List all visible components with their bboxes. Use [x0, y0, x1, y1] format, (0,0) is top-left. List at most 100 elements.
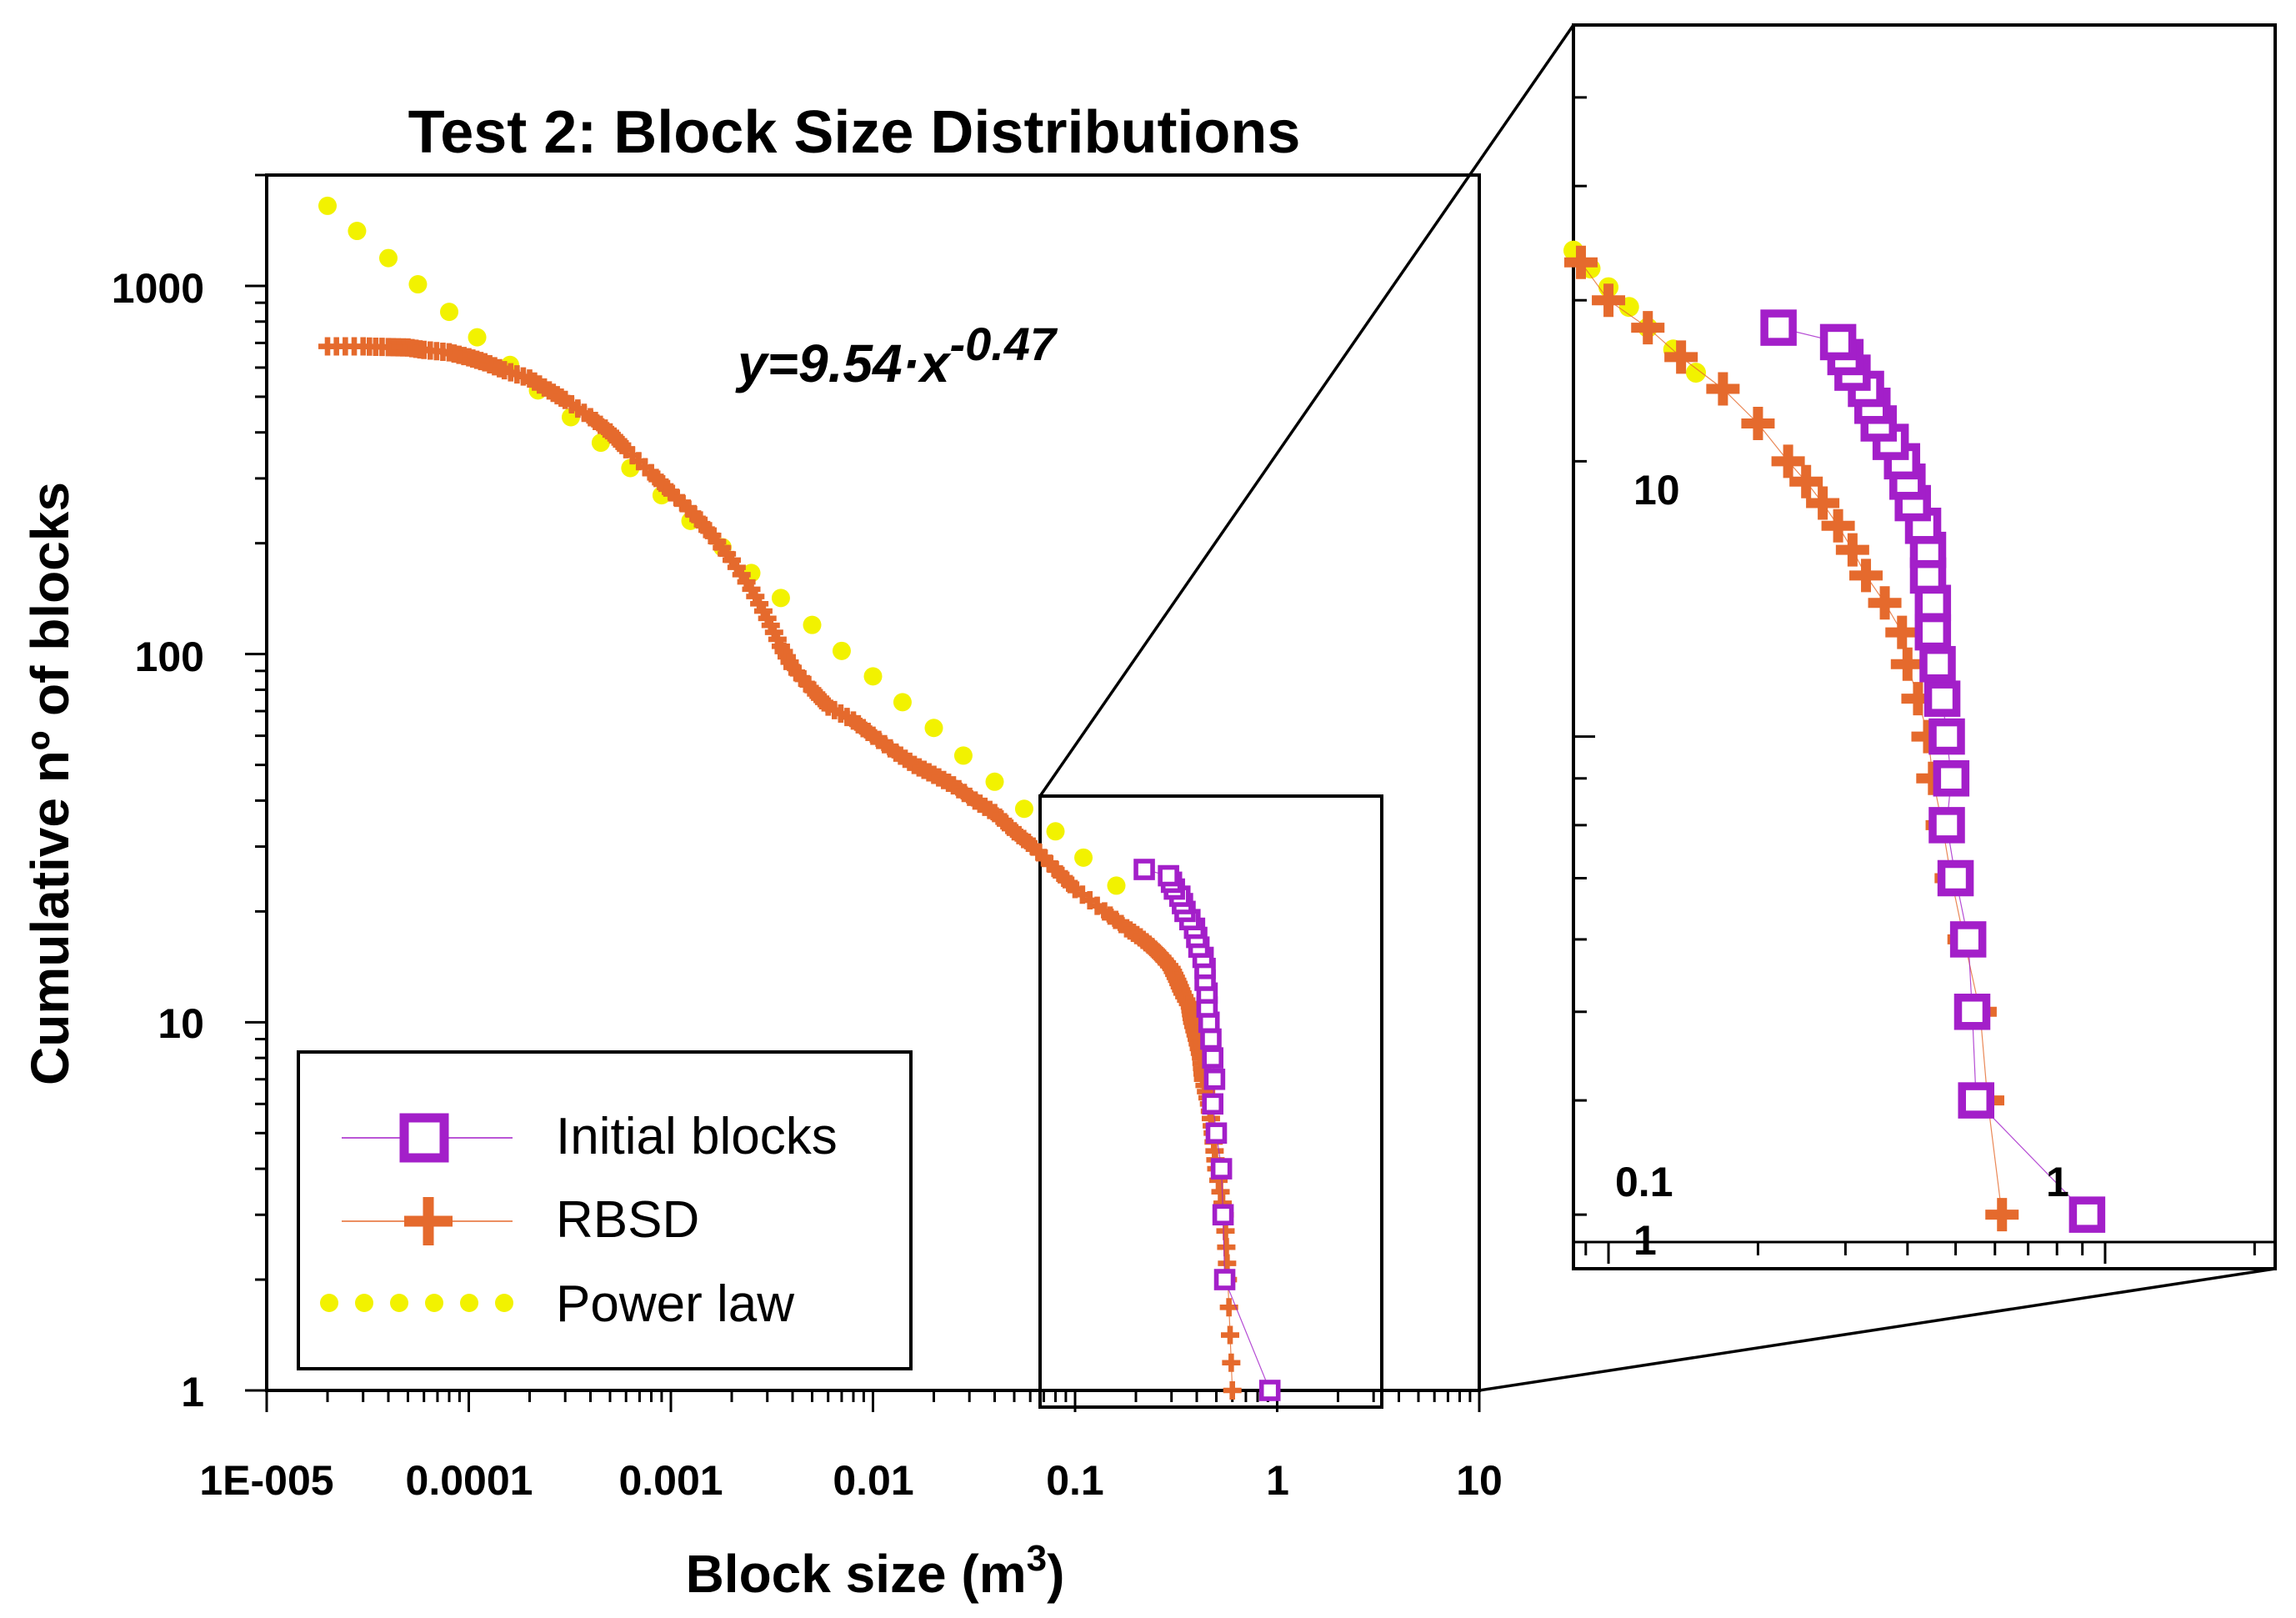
main-power-law-point	[1074, 848, 1093, 867]
main-power-law-point	[378, 248, 398, 268]
main-initial-block-point	[1202, 1093, 1224, 1115]
y-tick-label-10: 10	[158, 1000, 204, 1047]
x-tick-label-0.0001: 0.0001	[406, 1457, 533, 1504]
x-tick-label-0.1: 0.1	[1046, 1457, 1104, 1504]
main-power-law-point	[1107, 876, 1126, 895]
main-power-law-point	[803, 615, 822, 634]
main-power-law-point	[318, 196, 337, 215]
legend-power-label: Power law	[556, 1275, 794, 1333]
main-power-law-point	[863, 667, 883, 686]
main-initial-block-point	[1258, 1380, 1281, 1401]
main-initial-block-point	[1203, 1068, 1226, 1090]
inset-rbsd-point	[1789, 464, 1823, 498]
main-power-law-point	[953, 746, 973, 765]
main-power-law-point	[1014, 799, 1033, 819]
main-power-law-point	[439, 303, 458, 322]
legend-initial-label: Initial blocks	[556, 1108, 838, 1165]
main-power-law-point	[893, 693, 912, 712]
inset-x-tick-label-0.1: 0.1	[1615, 1159, 1673, 1205]
main-power-law-point	[468, 328, 487, 347]
inset-rbsd-point	[1592, 283, 1626, 318]
main-rbsd-point	[1217, 1238, 1236, 1257]
inset-initial-block-point	[1949, 921, 1987, 958]
inset-plot-marks	[1563, 240, 2106, 1233]
chart-title: Test 2: Block Size Distributions	[408, 99, 1301, 166]
main-initial-block-point	[1212, 1204, 1234, 1226]
inset-rbsd-point	[1771, 444, 1805, 478]
main-rbsd-point	[1221, 1325, 1239, 1345]
inset-initial-block-point	[1937, 859, 1974, 897]
y-axis-title: Cumulative nº of blocks	[20, 482, 80, 1085]
inset-rbsd-point	[1868, 586, 1902, 620]
main-power-law-point	[771, 589, 790, 608]
main-power-law-point	[1046, 822, 1065, 841]
inset-initial-block-point	[1933, 760, 1970, 797]
inset-rbsd-point	[1563, 245, 1598, 279]
inset-initial-block-point	[1919, 645, 1956, 683]
inset-rbsd-point	[1835, 533, 1869, 567]
inset-axis-ticks	[1573, 96, 2256, 1264]
inset-rbsd-point	[1890, 647, 1924, 681]
legend: Initial blocks RBSD Power law	[297, 1050, 913, 1370]
zoom-connector-top	[1038, 24, 1575, 797]
y-tick-label-1: 1	[181, 1369, 204, 1415]
legend-rbsd-label: RBSD	[556, 1191, 699, 1249]
inset-initial-block-point	[1928, 807, 1965, 844]
main-rbsd-point	[1219, 1298, 1238, 1317]
x-tick-label-0.001: 0.001	[618, 1457, 723, 1504]
main-power-law-point	[832, 641, 851, 660]
main-initial-block-point	[1158, 864, 1179, 887]
inset-rbsd-point	[1806, 486, 1840, 520]
main-rbsd-point	[318, 337, 337, 356]
inset-initial-block-point	[1928, 718, 1965, 755]
inset-initial-block-point	[2068, 1196, 2106, 1233]
zoom-connector-bottom	[1478, 1267, 2276, 1392]
inset-rbsd-point	[1664, 340, 1698, 374]
zoom-region-box	[1038, 794, 1383, 1409]
inset-rbsd-point	[1631, 311, 1665, 345]
inset-initial-block-point	[1760, 309, 1797, 346]
x-axis-title: Block size (m3)	[686, 1538, 1065, 1604]
x-tick-label-1: 1	[1266, 1457, 1289, 1504]
inset-rbsd-point	[1849, 559, 1883, 593]
y-tick-label-1000: 1000	[112, 265, 204, 312]
equation-label: y=9.54·x-0.47	[735, 318, 1058, 393]
inset-rbsd-point	[1821, 508, 1855, 543]
inset-initial-block-point	[1958, 1082, 1994, 1119]
main-power-law-point	[985, 772, 1004, 791]
main-initial-block-point	[1210, 1158, 1233, 1180]
legend-power-dots-icon	[320, 1294, 513, 1312]
inset-initial-block-point	[1923, 680, 1961, 717]
main-initial-block-point	[1202, 1047, 1224, 1069]
main-initial-block-point	[1205, 1122, 1228, 1145]
inset-rbsd-point	[1885, 615, 1919, 649]
legend-rbsd-plus-icon	[404, 1197, 453, 1245]
inset-initial-block-point	[1914, 614, 1952, 651]
main-rbsd-point	[1222, 1353, 1241, 1372]
main-rbsd-point	[1223, 1381, 1242, 1400]
main-power-law-point	[408, 275, 428, 294]
y-tick-label-100: 100	[135, 634, 204, 680]
x-tick-label-0.01: 0.01	[833, 1457, 913, 1504]
inset-rbsd-point	[1706, 372, 1740, 406]
inset-initial-block-point	[1953, 994, 1991, 1030]
inset-initial-block-point	[1819, 323, 1857, 361]
legend-box	[297, 1050, 913, 1370]
main-power-law-point	[924, 719, 943, 738]
inset-x-tick-label-1: 1	[2046, 1159, 2069, 1205]
main-initial-block-point	[1213, 1269, 1236, 1290]
x-tick-label-10: 10	[1456, 1457, 1503, 1504]
main-initial-block-point	[1133, 859, 1155, 880]
inset-rbsd-point	[1985, 1198, 2019, 1232]
legend-initial-square-icon	[399, 1113, 449, 1163]
x-tick-label-1e-5: 1E-005	[199, 1457, 333, 1504]
main-axis-ticks	[245, 173, 1481, 1412]
main-plot-marks	[318, 196, 1281, 1401]
inset-y-tick-label-10: 10	[1633, 467, 1680, 513]
inset-y-tick-label-1: 1	[1633, 1217, 1657, 1264]
main-power-law-point	[348, 222, 367, 241]
inset-rbsd-point	[1741, 406, 1775, 440]
inset-power-law-point	[1685, 363, 1706, 383]
